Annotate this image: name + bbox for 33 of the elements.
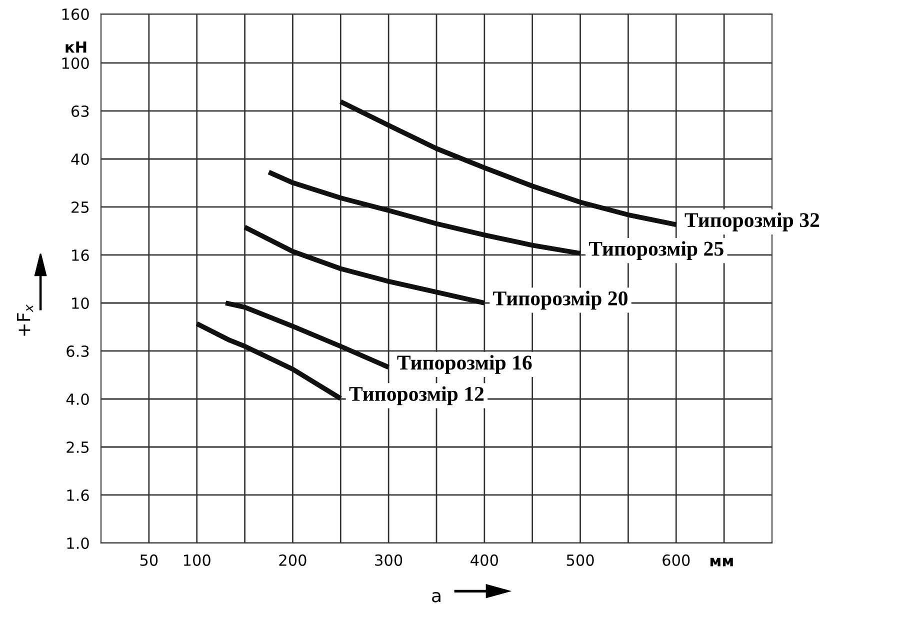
y-tick-label: 10 [72, 297, 89, 310]
series-label: Типорозмір 12 [349, 386, 484, 406]
x-axis-title: a [432, 592, 440, 602]
text: мм [710, 558, 733, 566]
x-tick-label: 100 [184, 554, 210, 566]
line-series [266, 170, 583, 256]
x-tick-label: 300 [375, 554, 402, 566]
series-label: Типорозмір 32 [684, 212, 820, 232]
y-tick-label: 160 [62, 8, 89, 20]
y-tick-label: 1.6 [67, 489, 89, 502]
line-series [242, 224, 487, 306]
line-series [338, 99, 679, 228]
y-tick-label: 1.0 [67, 537, 89, 550]
series-label: Типорозмір 16 [397, 354, 532, 374]
y-tick-label: 100 [62, 57, 89, 70]
x-tick-label: 50 [140, 554, 158, 566]
x-tick-label: 200 [279, 554, 306, 566]
y-tick-label: 40 [71, 153, 89, 166]
text: кН [66, 41, 86, 53]
series-label: Типорозмір 25 [588, 241, 724, 260]
y-tick-label: 4.0 [66, 393, 89, 406]
series-label: Типорозмір 20 [493, 290, 628, 310]
x-tick-label: 400 [470, 554, 498, 566]
y-tick-label: 2.5 [66, 441, 89, 454]
line-series [223, 300, 391, 370]
y-tick-label: 63 [72, 105, 89, 118]
y-axis-title: +F$_{x}$ [16, 304, 34, 336]
x-tick-label: 600 [662, 554, 690, 566]
x-tick-label: 500 [566, 554, 594, 566]
y-tick-label: 25 [72, 201, 89, 214]
y-tick-label: 6.3 [66, 345, 89, 358]
y-tick-label: 16 [72, 249, 89, 262]
line-series [194, 321, 344, 401]
